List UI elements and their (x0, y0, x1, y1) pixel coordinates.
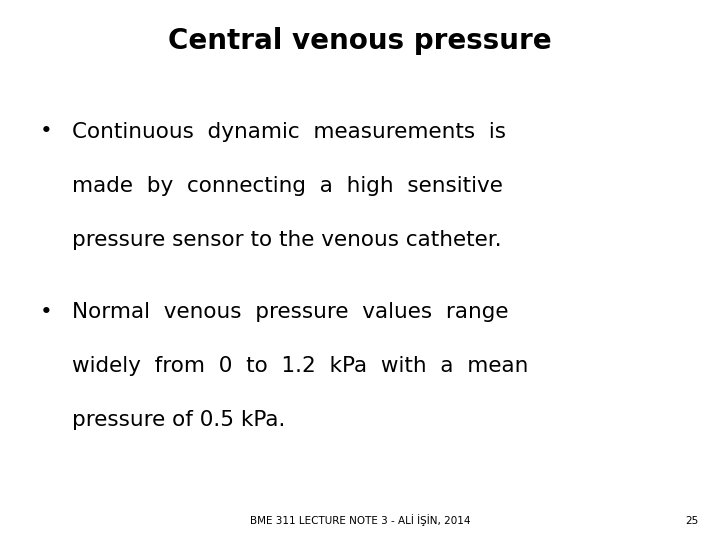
Text: widely  from  0  to  1.2  kPa  with  a  mean: widely from 0 to 1.2 kPa with a mean (72, 356, 528, 376)
Text: Central venous pressure: Central venous pressure (168, 27, 552, 55)
Text: •: • (40, 302, 53, 322)
Text: pressure of 0.5 kPa.: pressure of 0.5 kPa. (72, 410, 285, 430)
Text: Normal  venous  pressure  values  range: Normal venous pressure values range (72, 302, 508, 322)
Text: made  by  connecting  a  high  sensitive: made by connecting a high sensitive (72, 176, 503, 195)
Text: BME 311 LECTURE NOTE 3 - ALİ İŞİN, 2014: BME 311 LECTURE NOTE 3 - ALİ İŞİN, 2014 (250, 515, 470, 526)
Text: Continuous  dynamic  measurements  is: Continuous dynamic measurements is (72, 122, 506, 141)
Text: 25: 25 (685, 516, 698, 526)
Text: •: • (40, 122, 53, 141)
Text: pressure sensor to the venous catheter.: pressure sensor to the venous catheter. (72, 230, 502, 249)
